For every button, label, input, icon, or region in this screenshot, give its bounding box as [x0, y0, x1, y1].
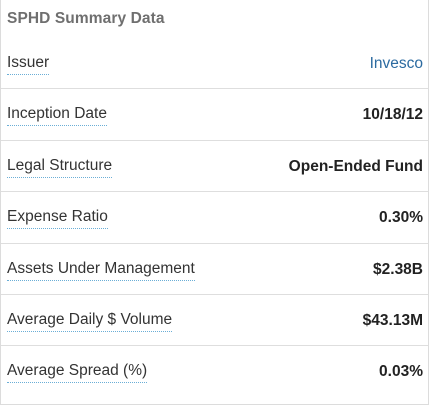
- row-inception-date: Inception Date 10/18/12: [1, 89, 428, 141]
- average-daily-volume-value: $43.13M: [362, 311, 423, 329]
- legal-structure-label[interactable]: Legal Structure: [7, 157, 113, 178]
- row-average-daily-volume: Average Daily $ Volume $43.13M: [1, 295, 428, 347]
- expense-ratio-label[interactable]: Expense Ratio: [7, 208, 108, 230]
- row-assets-under-management: Assets Under Management $2.38B: [1, 244, 428, 295]
- assets-under-management-label[interactable]: Assets Under Management: [7, 260, 195, 281]
- inception-date-label[interactable]: Inception Date: [7, 105, 107, 127]
- row-issuer: Issuer Invesco: [1, 38, 428, 90]
- issuer-link[interactable]: Invesco: [369, 55, 423, 72]
- row-average-spread: Average Spread (%) 0.03%: [1, 346, 428, 397]
- assets-under-management-value: $2.38B: [373, 260, 423, 278]
- summary-rows: Issuer Invesco Inception Date 10/18/12 L…: [1, 38, 428, 398]
- issuer-label[interactable]: Issuer: [7, 54, 50, 75]
- row-expense-ratio: Expense Ratio 0.30%: [1, 192, 428, 244]
- legal-structure-value: Open-Ended Fund: [288, 157, 423, 175]
- average-spread-value: 0.03%: [379, 363, 423, 381]
- average-spread-label[interactable]: Average Spread (%): [7, 362, 148, 384]
- panel-title: SPHD Summary Data: [7, 10, 165, 27]
- inception-date-value: 10/18/12: [362, 106, 423, 124]
- expense-ratio-value: 0.30%: [379, 209, 423, 227]
- average-daily-volume-label[interactable]: Average Daily $ Volume: [7, 311, 173, 332]
- row-legal-structure: Legal Structure Open-Ended Fund: [1, 141, 428, 193]
